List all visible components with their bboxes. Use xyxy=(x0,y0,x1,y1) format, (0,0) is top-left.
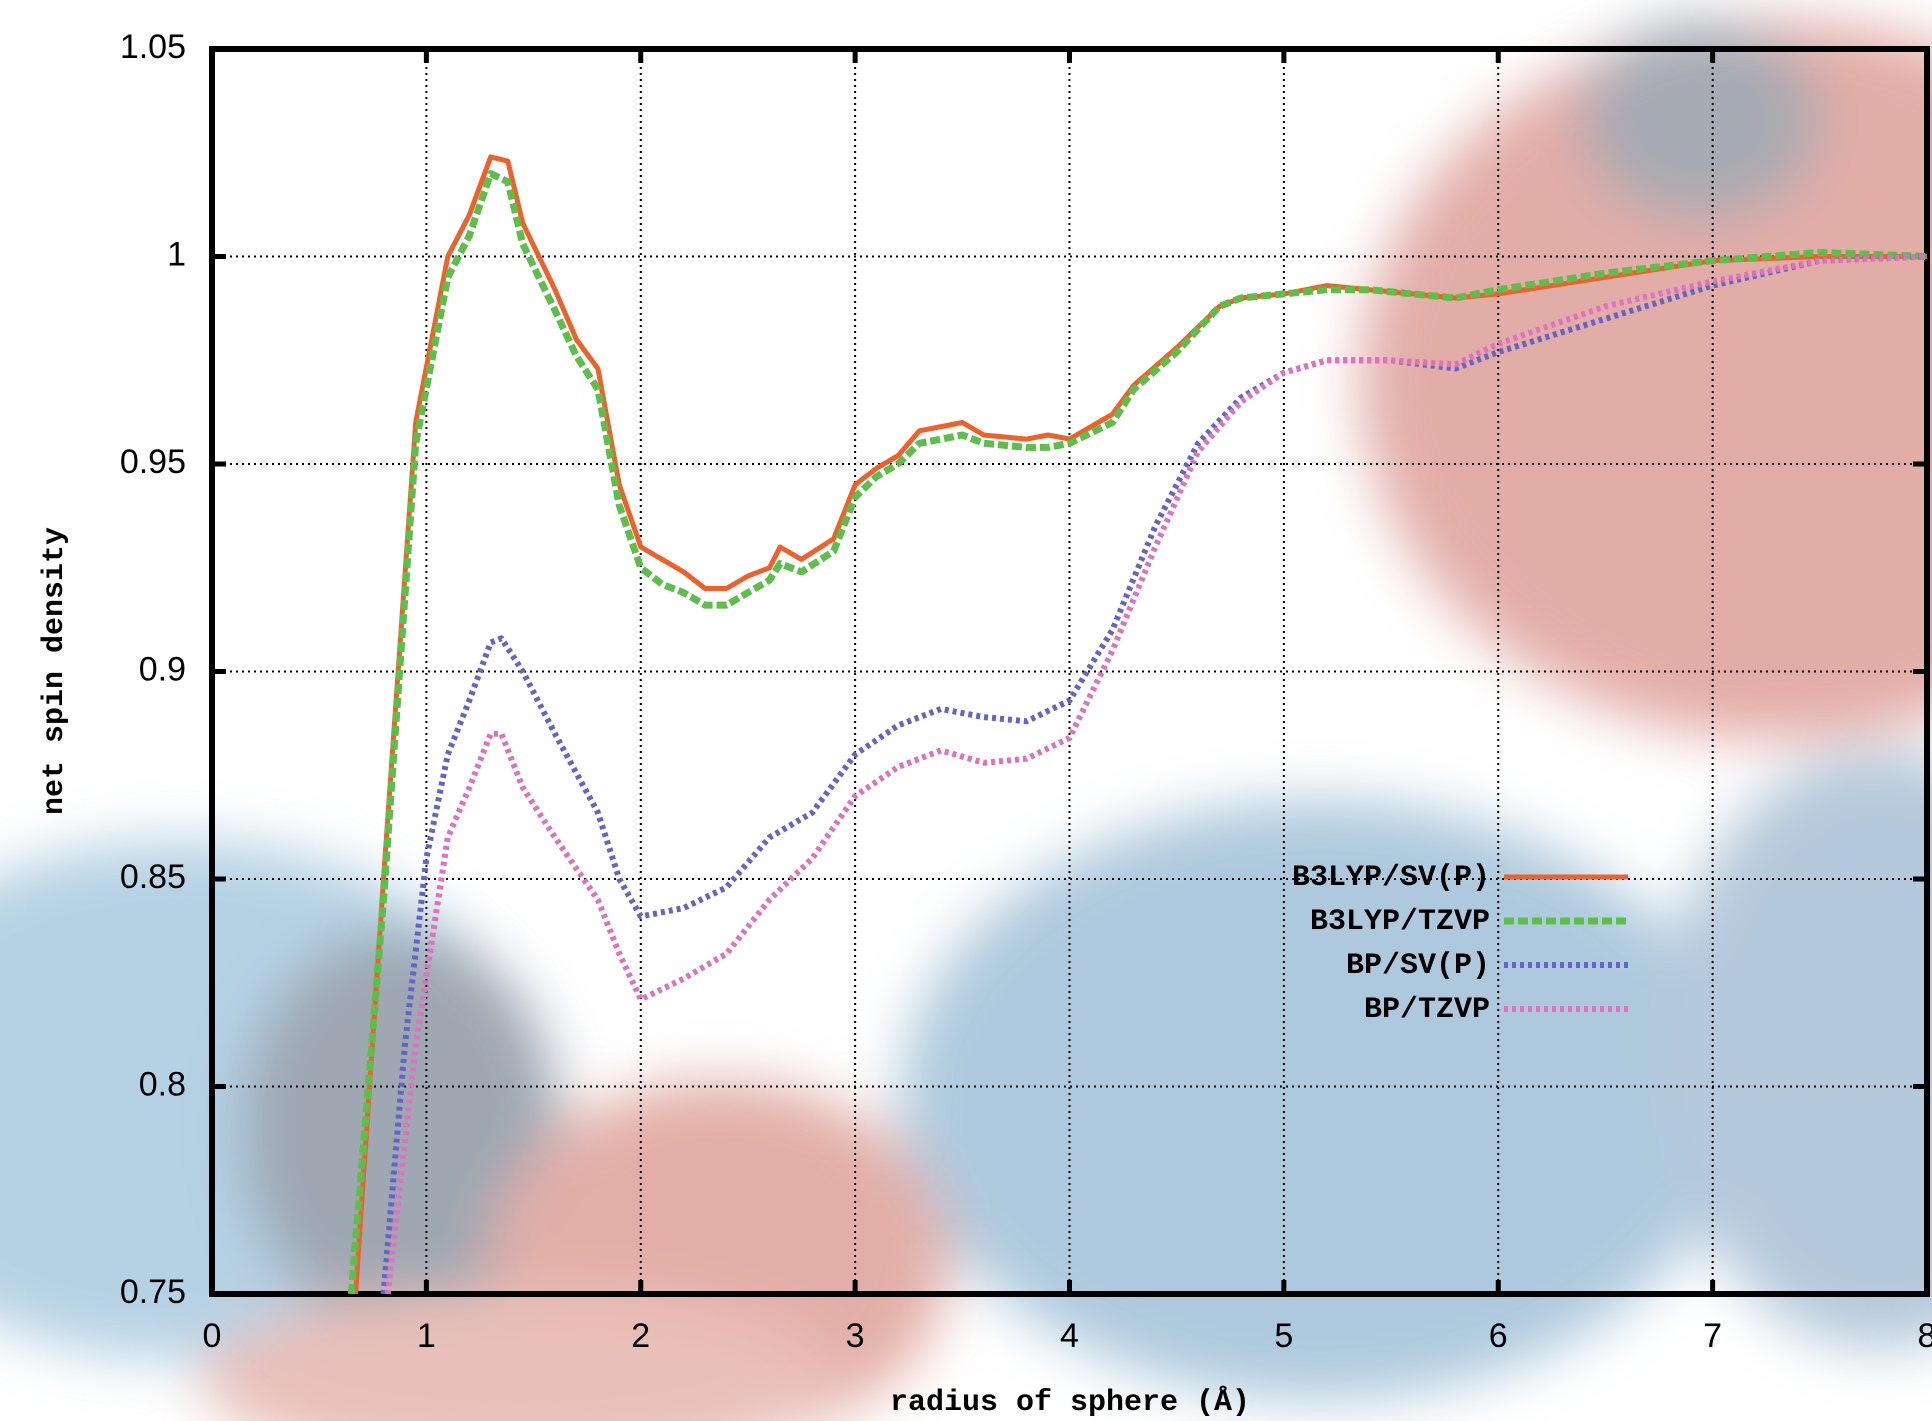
y-tick-label: 0.9 xyxy=(139,650,186,688)
y-tick-label: 0.95 xyxy=(120,443,186,481)
legend-label: BP/SV(P) xyxy=(1346,949,1490,983)
x-tick-label: 4 xyxy=(1060,1317,1079,1355)
y-tick-label: 0.75 xyxy=(120,1273,186,1311)
x-tick-label: 6 xyxy=(1489,1317,1508,1355)
y-tick-label: 1.05 xyxy=(120,28,186,66)
x-tick-label: 5 xyxy=(1274,1317,1293,1355)
plot-area: 0 1 2 3 4 5 6 7 8 0.75 0.8 0.85 0.9 0.95 1 1.05 B3LYP/SV… xyxy=(120,28,1932,1355)
y-tick-label: 0.85 xyxy=(120,858,186,896)
x-axis-label: radius of sphere (Å) xyxy=(890,1386,1250,1420)
y-tick-label: 1 xyxy=(167,235,186,273)
x-tick-label: 7 xyxy=(1703,1317,1722,1355)
legend-label: B3LYP/TZVP xyxy=(1310,905,1490,939)
y-tick-label: 0.8 xyxy=(139,1065,186,1103)
x-tick-label: 8 xyxy=(1918,1317,1932,1355)
x-tick-label: 1 xyxy=(417,1317,436,1355)
x-tick-label: 3 xyxy=(846,1317,865,1355)
series-line xyxy=(347,170,1928,1295)
x-tick-label: 2 xyxy=(631,1317,650,1355)
legend-label: B3LYP/SV(P) xyxy=(1292,861,1490,895)
legend-label: BP/TZVP xyxy=(1364,993,1490,1027)
series-line xyxy=(384,253,1928,1295)
background-art xyxy=(0,20,1932,1421)
plot-frame xyxy=(209,46,1930,1297)
y-axis-label: net spin density xyxy=(38,527,72,815)
x-tick-label: 0 xyxy=(203,1317,222,1355)
